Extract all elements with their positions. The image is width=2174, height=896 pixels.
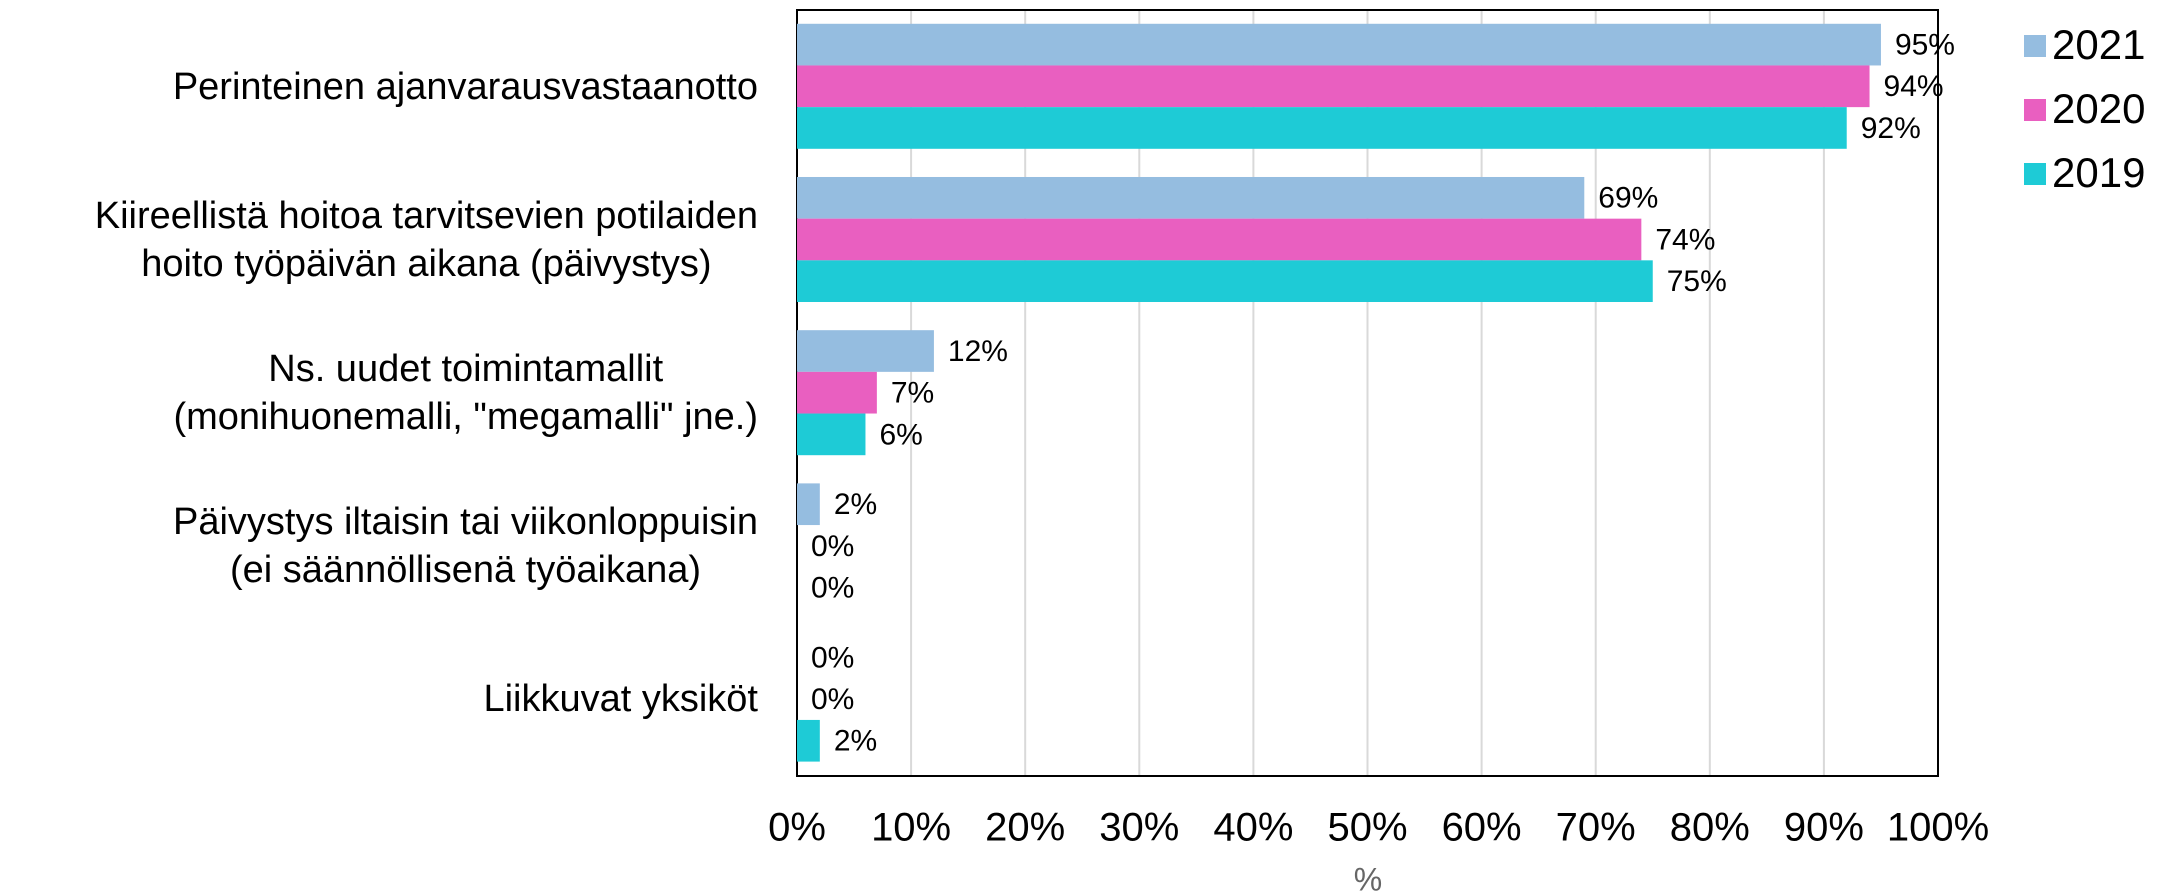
data-label: 7% [891, 377, 934, 410]
y-tick-label: Perinteinen ajanvarausvastaanotto [172, 65, 758, 108]
data-label: 69% [1598, 182, 1658, 215]
data-label: 74% [1655, 223, 1715, 256]
legend-swatch [2024, 35, 2046, 57]
x-tick-label: 0% [768, 806, 826, 850]
data-label: 2% [834, 725, 877, 758]
data-label: 0% [811, 571, 854, 604]
y-tick-label: Liikkuvat yksiköt [483, 678, 758, 721]
x-tick-label: 10% [871, 806, 951, 850]
data-label: 0% [811, 641, 854, 674]
category-label-box: Perinteinen ajanvarausvastaanotto [173, 63, 758, 111]
legend-label: 2019 [2052, 149, 2145, 196]
data-label: 0% [811, 683, 854, 716]
legend-label: 2020 [2052, 85, 2145, 132]
x-tick-label: 20% [985, 806, 1065, 850]
data-label: 94% [1884, 70, 1944, 103]
legend-swatch [2024, 99, 2046, 121]
data-label: 92% [1861, 112, 1921, 145]
x-tick-label: 40% [1213, 806, 1293, 850]
legend-label: 2021 [2052, 21, 2145, 68]
y-tick-label: Kiireellistä hoitoa tarvitsevien potilai… [94, 194, 758, 285]
x-tick-label: 90% [1784, 806, 1864, 850]
data-label: 2% [834, 488, 877, 521]
bar [797, 483, 820, 526]
x-tick-label: 80% [1670, 806, 1750, 850]
category-label-box: Kiireellistä hoitoa tarvitsevien potilai… [95, 192, 758, 288]
bar [797, 176, 1585, 219]
data-label: 12% [948, 335, 1008, 368]
data-label: 0% [811, 530, 854, 563]
category-label-box: Liikkuvat yksiköt [483, 675, 758, 723]
x-tick-label: 100% [1887, 806, 1989, 850]
x-tick-label: 60% [1442, 806, 1522, 850]
bar [797, 371, 877, 414]
bar [797, 330, 934, 372]
category-label-box: Päivystys iltaisin tai viikonloppuisin (… [173, 498, 758, 594]
legend-swatch [2024, 163, 2046, 185]
x-tick-label: 50% [1327, 806, 1407, 850]
x-tick-label: 70% [1556, 806, 1636, 850]
bar [797, 23, 1881, 66]
bar [797, 107, 1847, 149]
bar [797, 719, 820, 762]
bar [797, 260, 1653, 302]
y-tick-label: Päivystys iltaisin tai viikonloppuisin (… [172, 501, 758, 592]
x-tick-label: 30% [1099, 806, 1179, 850]
y-tick-label: Ns. uudet toimintamallit (monihuonemalli… [173, 348, 758, 438]
x-axis-label: % [1354, 861, 1382, 896]
category-label-box: Ns. uudet toimintamallit (monihuonemalli… [173, 345, 758, 441]
data-label: 6% [879, 418, 922, 451]
bar [797, 65, 1870, 108]
data-label: 75% [1667, 265, 1727, 298]
bar [797, 413, 866, 456]
data-label: 95% [1895, 29, 1955, 62]
bar [797, 218, 1642, 261]
